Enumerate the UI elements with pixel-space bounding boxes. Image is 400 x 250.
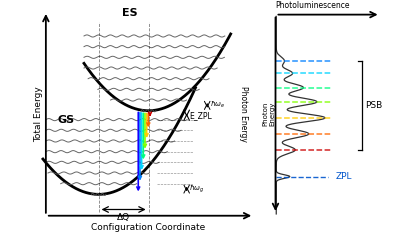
Text: Photon
Energy: Photon Energy [262,102,275,126]
Text: Total Energy: Total Energy [34,86,43,142]
Text: $\hbar\omega_g$: $\hbar\omega_g$ [189,183,205,195]
Text: GS: GS [58,115,75,125]
Text: $\hbar\omega_e$: $\hbar\omega_e$ [210,100,225,110]
Text: ΔQ: ΔQ [117,213,130,222]
Text: E_ZPL: E_ZPL [190,111,212,120]
Text: Configuration Coordinate: Configuration Coordinate [92,223,206,232]
Text: Photoluminescence: Photoluminescence [276,1,350,10]
Text: ES: ES [122,8,138,18]
Text: Photon Energy: Photon Energy [239,86,248,142]
Text: ZPL: ZPL [336,172,352,181]
Text: PSB: PSB [366,101,383,110]
